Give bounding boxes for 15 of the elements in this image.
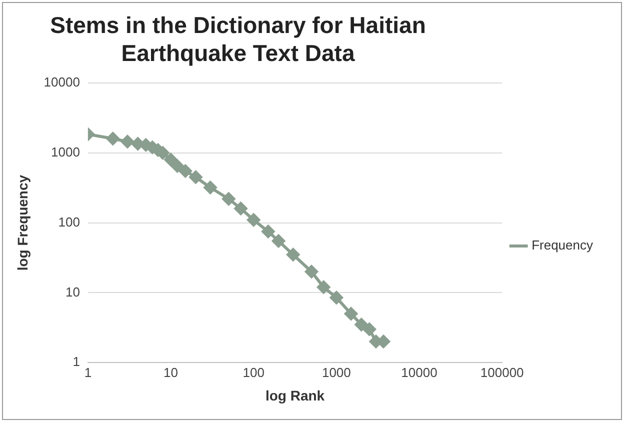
y-tick-label: 1000 bbox=[51, 144, 80, 160]
x-tick-label: 1 bbox=[84, 364, 92, 380]
y-axis-title: log Frequency bbox=[14, 174, 30, 271]
x-tick-label: 100000 bbox=[480, 364, 524, 380]
y-tick-label: 100 bbox=[58, 214, 80, 230]
y-tick-label: 10000 bbox=[44, 74, 80, 90]
x-tick-label: 10000 bbox=[401, 364, 438, 380]
legend-label: Frequency bbox=[532, 238, 594, 253]
x-tick-label: 10 bbox=[164, 364, 178, 380]
x-tick-label: 100 bbox=[242, 364, 264, 380]
x-axis-title: log Rank bbox=[265, 387, 325, 404]
chart-title: Stems in the Dictionary for Haitian Earthquake Text Data bbox=[49, 11, 427, 67]
x-tick-label: 1000 bbox=[322, 364, 351, 380]
y-tick-label: 10 bbox=[65, 284, 80, 300]
y-tick-label: 1 bbox=[72, 354, 80, 370]
